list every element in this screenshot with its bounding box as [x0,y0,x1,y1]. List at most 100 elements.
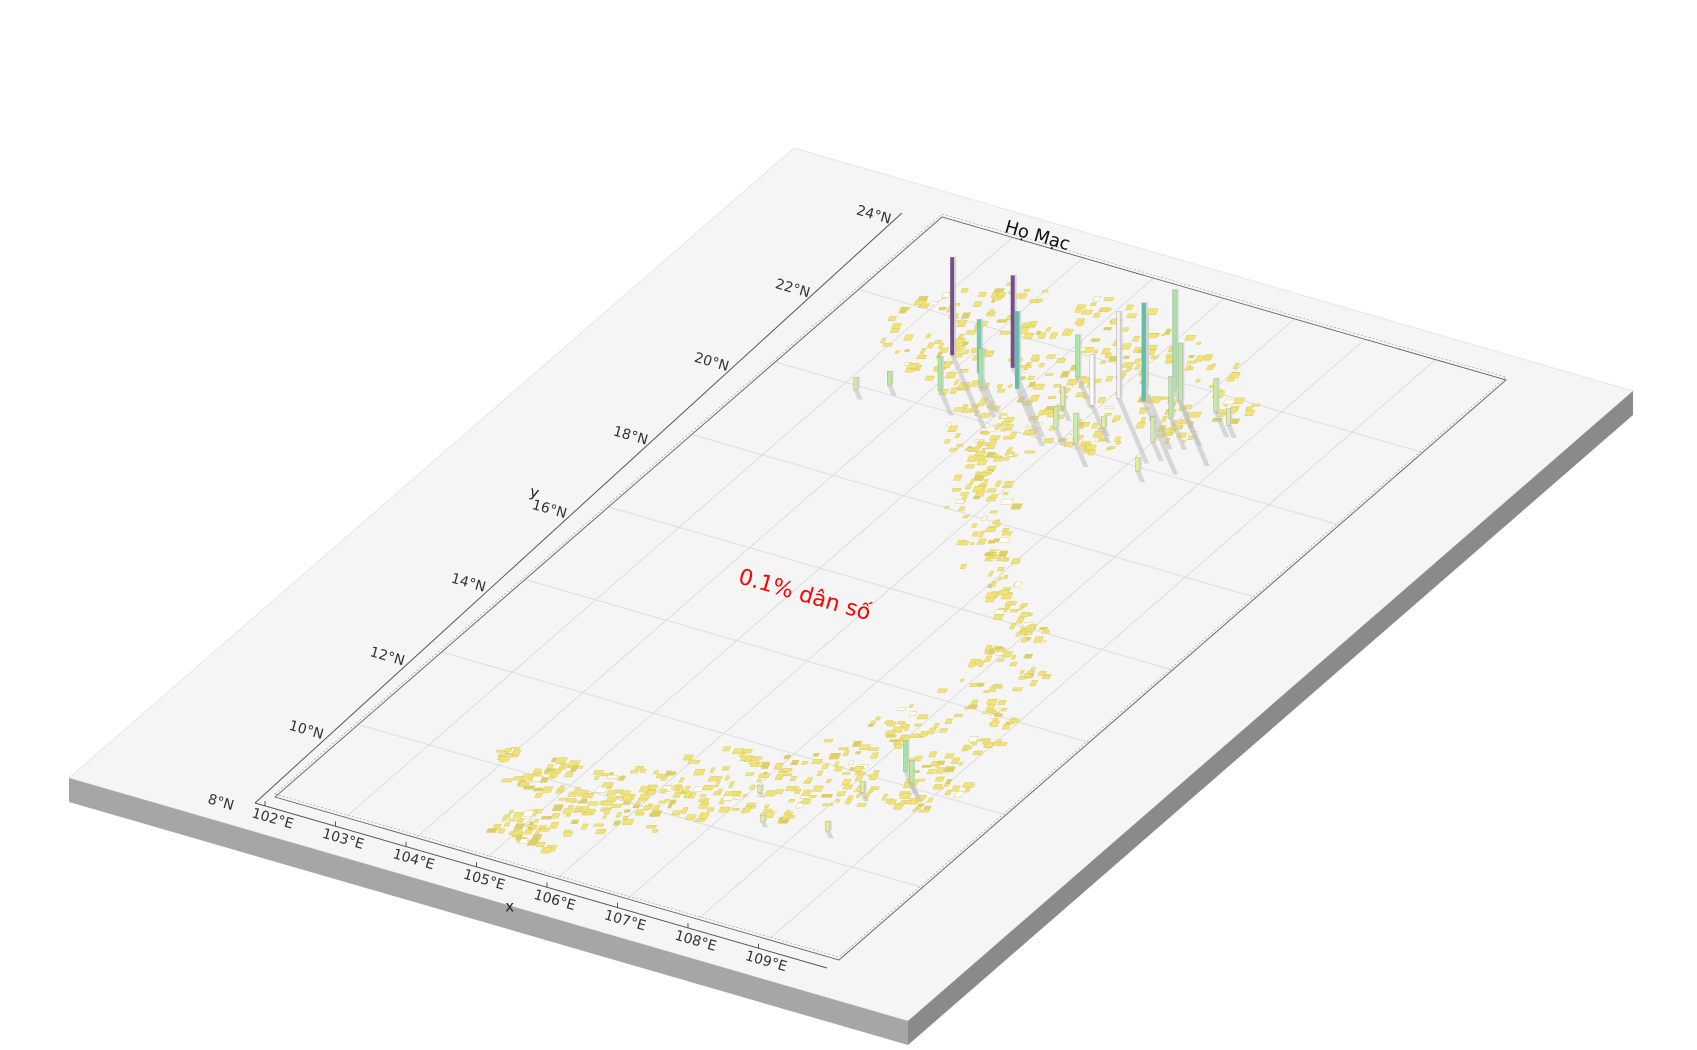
land-patch [492,824,502,829]
land-patch [926,769,936,775]
land-patch [623,809,631,813]
land-patch [523,785,536,790]
land-patch [944,718,954,724]
land-patch [550,813,561,819]
population-bar [1150,416,1155,443]
land-patch [1066,379,1079,385]
land-patch [677,787,685,793]
parallel-line [608,506,1173,671]
land-patch [1010,655,1017,660]
land-patch [996,648,1007,653]
land-patch [773,763,784,770]
land-patch [1009,662,1018,667]
land-patch [694,818,706,822]
land-patch [593,775,600,780]
land-patch [1083,347,1095,353]
land-patch [934,339,943,344]
land-patch [515,834,523,840]
land-patch [1024,450,1036,454]
population-bar [1226,408,1231,426]
land-patch [1047,396,1057,399]
land-patch [1001,531,1013,536]
land-patch [1059,371,1071,378]
land-patch [1087,449,1097,456]
bar-shadow [757,792,765,798]
land-patch [748,759,760,765]
land-patch [811,759,823,765]
land-patch [943,505,950,509]
land-patch [967,736,979,743]
bar-shadow [1073,443,1089,468]
land-patch [784,786,796,792]
land-patch [1027,375,1036,380]
land-patch [838,747,849,750]
land-patch [959,563,968,569]
land-patch [1135,422,1146,429]
land-patch [1009,623,1017,630]
land-patch [904,800,913,804]
population-bar-side [1077,411,1080,444]
land-patch [969,683,979,687]
land-patch [605,796,618,802]
land-patch [707,776,719,782]
population-bar-side [941,355,944,391]
land-patch [788,799,796,803]
x-axis-label: x [505,897,514,915]
land-patch [958,506,966,512]
land-patch [534,828,542,835]
land-patch [995,708,1002,713]
parallel-line [358,724,923,888]
land-patch [886,734,897,738]
land-patch [976,538,988,545]
land-patch [820,794,833,798]
land-patch [1022,429,1032,435]
land-patch [953,379,960,386]
land-patch [693,760,701,764]
land-patch [1020,629,1030,632]
land-patch [996,658,1005,662]
land-patch [833,761,840,767]
land-patch [1037,409,1046,416]
land-patch [1082,422,1091,427]
land-patch [945,421,953,427]
land-patch [993,423,1002,430]
land-patch [1103,297,1115,301]
land-patch [1043,438,1055,444]
land-patch [986,352,995,357]
land-patch [1104,352,1112,359]
population-bar-side [1105,415,1108,428]
axes-frame [254,212,1507,969]
land-patch [685,814,697,820]
land-patch [997,590,1010,596]
land-patch [581,793,595,798]
land-patch [601,782,614,788]
land-patch [783,754,792,760]
land-patch [835,799,841,803]
land-patch [762,772,768,775]
land-patch [1107,446,1116,449]
land-patch [978,660,986,667]
land-patch [1147,349,1157,356]
land-patch [903,725,911,731]
land-patch [540,847,553,854]
land-patch [893,743,904,749]
population-bar [1015,311,1020,389]
land-patch [972,750,984,755]
land-patch [996,319,1009,323]
land-patch [1105,376,1114,382]
land-patch [986,551,995,556]
land-patch [646,790,657,795]
land-patch [809,795,818,798]
land-patch [621,818,635,825]
land-patch [1013,581,1023,588]
land-patch [794,789,802,794]
land-patch [1184,335,1197,341]
land-patch [889,739,901,742]
land-patch [1000,415,1009,419]
land-patch [942,361,953,368]
bar-shadow [978,387,997,417]
land-patch [1184,365,1192,371]
land-patch [800,761,809,765]
land-patch [1039,627,1048,630]
land-patch [917,803,925,807]
